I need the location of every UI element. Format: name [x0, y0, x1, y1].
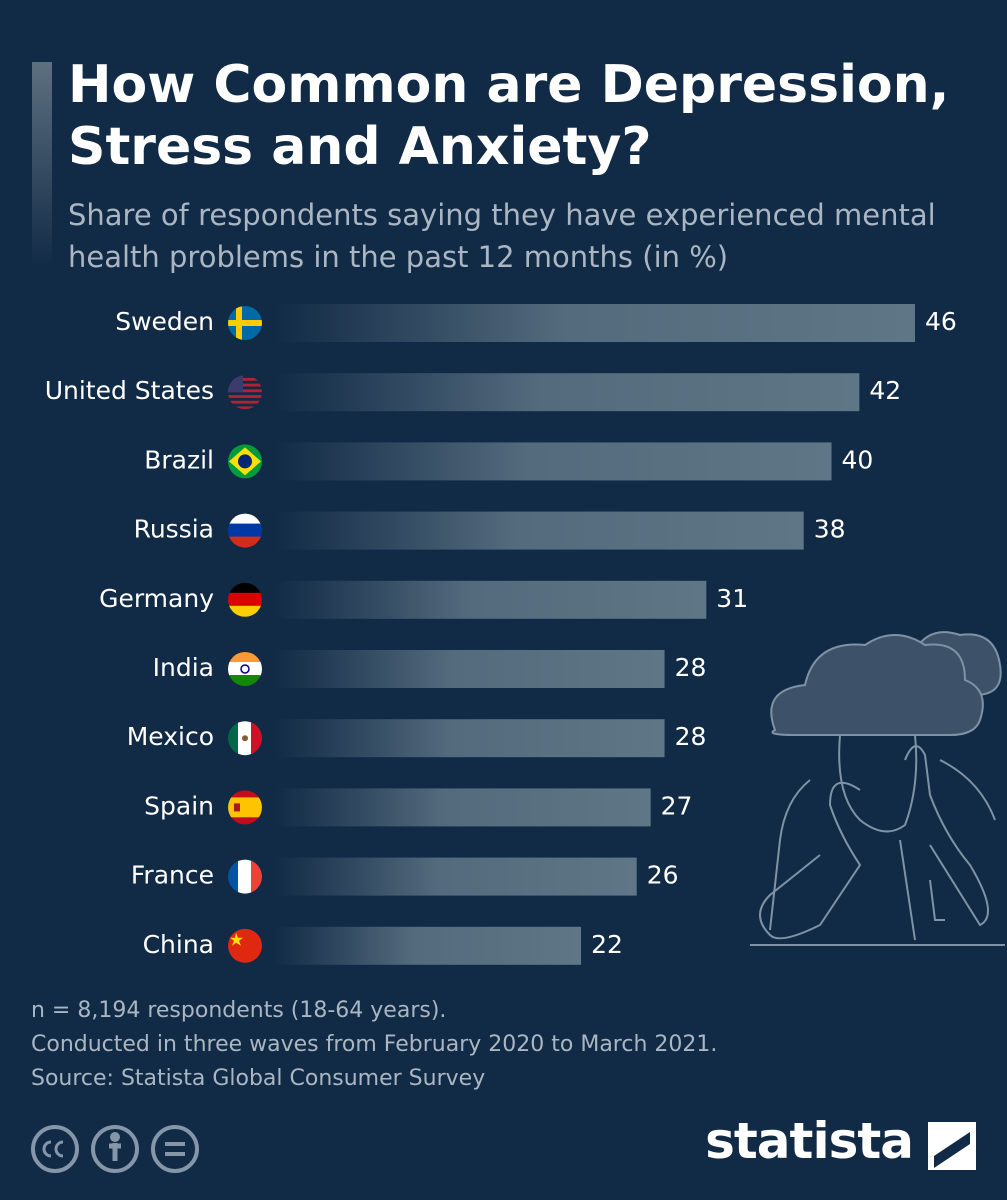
- flag-part: [225, 372, 265, 375]
- flag-part: [228, 675, 262, 686]
- flag: [228, 859, 262, 894]
- flag-part: [228, 536, 262, 548]
- flag-part: [234, 803, 240, 812]
- flag-part: [228, 400, 262, 404]
- bar: [275, 650, 665, 688]
- flag: [228, 721, 262, 756]
- flag-part: [228, 817, 262, 825]
- flag-part: [228, 389, 262, 393]
- chart-title: How Common are Depression, Stress and An…: [68, 55, 950, 177]
- flag-part: [238, 859, 252, 894]
- flag-part: [228, 582, 262, 594]
- bar: [275, 304, 915, 342]
- bar: [275, 788, 651, 827]
- flag-part: [238, 454, 252, 469]
- flag: [228, 928, 262, 963]
- value-label: 26: [647, 861, 679, 890]
- note: Conducted in three waves from February 2…: [31, 1032, 718, 1057]
- flag-part: [228, 790, 262, 798]
- chart-subtitle: Share of respondents saying they have ex…: [68, 198, 936, 274]
- flag-part: [251, 859, 262, 894]
- category-label: Mexico: [127, 722, 214, 751]
- flag: [228, 790, 262, 825]
- flag-part: [228, 523, 262, 538]
- category-label: Russia: [134, 515, 214, 544]
- category-label: India: [153, 653, 214, 682]
- flag-part: [228, 592, 262, 607]
- category-label: Germany: [99, 584, 214, 613]
- bar: [275, 857, 637, 896]
- flag-part: [228, 383, 262, 387]
- flag-part: [228, 375, 243, 393]
- flag-part: [228, 395, 262, 398]
- category-label: Sweden: [115, 307, 214, 336]
- value-label: 46: [925, 307, 957, 336]
- note: n = 8,194 respondents (18-64 years).: [31, 998, 447, 1023]
- value-label: 40: [842, 445, 874, 474]
- flag-part: [230, 932, 243, 946]
- value-label: 28: [675, 722, 707, 751]
- flag: [228, 513, 262, 548]
- accent-bar: [32, 62, 52, 267]
- value-label: 22: [591, 930, 623, 959]
- flag-part: [228, 377, 262, 381]
- bar: [275, 580, 707, 619]
- flag-part: [228, 859, 239, 894]
- flag-part: [228, 928, 262, 963]
- flag-part: [240, 664, 250, 674]
- flag: [228, 306, 262, 340]
- category-label: Spain: [144, 791, 214, 820]
- value-label: 27: [661, 791, 693, 820]
- flag-part: [251, 721, 262, 756]
- bar: [275, 719, 665, 758]
- category-label: United States: [45, 376, 214, 405]
- bar: [275, 373, 860, 412]
- note: Source: Statista Global Consumer Survey: [31, 1066, 486, 1091]
- bar: [275, 926, 582, 965]
- logo: statista: [705, 1112, 914, 1170]
- flag-part: [228, 406, 262, 410]
- flag-part: [228, 721, 239, 756]
- category-label: France: [131, 861, 214, 890]
- value-label: 28: [675, 653, 707, 682]
- category-label: Brazil: [144, 445, 214, 474]
- notes: n = 8,194 respondents (18-64 years). Con…: [31, 994, 717, 1096]
- bar: [275, 511, 804, 550]
- flag-part: [228, 797, 262, 818]
- bar: [275, 442, 832, 481]
- flag-part: [228, 513, 262, 525]
- value-label: 31: [716, 584, 748, 613]
- flag-part: [228, 652, 262, 663]
- flag: [228, 582, 262, 617]
- category-label: China: [143, 930, 214, 959]
- value-label: 38: [814, 515, 846, 544]
- flag-part: [242, 735, 248, 742]
- flag: [225, 372, 265, 410]
- flag-part: [228, 662, 262, 676]
- flag-part: [228, 320, 262, 326]
- value-label: 42: [869, 376, 901, 405]
- illustration: [750, 631, 1005, 946]
- flag-part: [228, 605, 262, 617]
- flag: [228, 652, 262, 686]
- flag: [228, 444, 262, 479]
